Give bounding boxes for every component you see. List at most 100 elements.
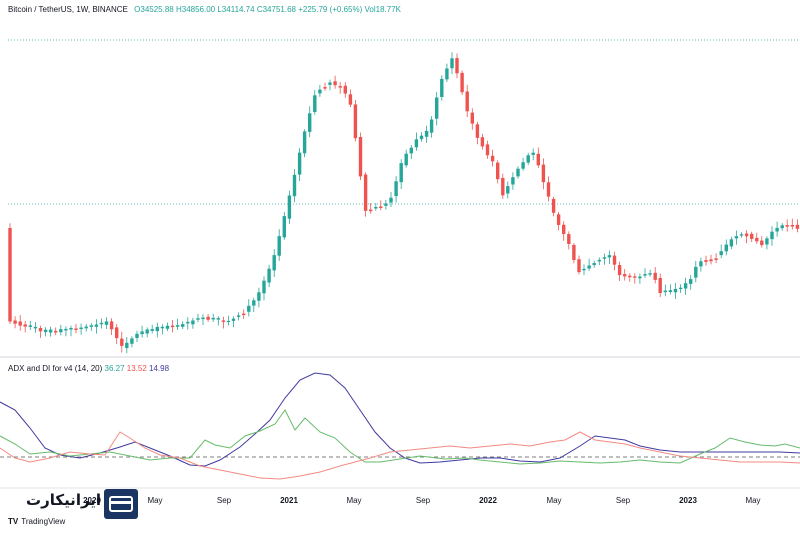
candle bbox=[668, 284, 673, 295]
candle-body bbox=[353, 104, 358, 139]
candle bbox=[658, 273, 662, 298]
candle bbox=[450, 52, 454, 74]
candle bbox=[536, 147, 540, 169]
adx-series-line bbox=[0, 372, 800, 467]
candle bbox=[617, 261, 622, 281]
candle-body bbox=[267, 268, 271, 283]
candle-body bbox=[724, 244, 728, 252]
candle-body bbox=[419, 135, 424, 140]
tradingview-label: TradingView bbox=[21, 517, 66, 526]
candle-body bbox=[120, 338, 124, 346]
candle bbox=[181, 321, 185, 329]
candle-body bbox=[313, 95, 317, 112]
candle-body bbox=[592, 263, 596, 265]
candle-body bbox=[694, 266, 698, 278]
candle bbox=[54, 327, 58, 336]
candle bbox=[8, 223, 12, 324]
candle bbox=[226, 315, 231, 326]
candle bbox=[247, 299, 251, 317]
candle-body bbox=[231, 318, 236, 321]
candle-body bbox=[531, 152, 535, 155]
ohlc-high: H34856.00 bbox=[175, 5, 216, 14]
candle bbox=[562, 221, 566, 241]
candle-body bbox=[160, 326, 165, 329]
candle bbox=[328, 79, 332, 91]
candle bbox=[709, 254, 713, 265]
candle-body bbox=[536, 153, 540, 166]
candle-body bbox=[511, 177, 515, 185]
candle-body bbox=[18, 321, 22, 326]
candle bbox=[125, 337, 129, 354]
candle-body bbox=[414, 139, 419, 148]
candle-body bbox=[526, 155, 530, 163]
ohlc-open: O34525.88 bbox=[134, 5, 174, 14]
candle-body bbox=[338, 86, 342, 88]
candle bbox=[150, 324, 154, 334]
candle bbox=[318, 84, 322, 97]
candle-body bbox=[374, 207, 378, 209]
candle bbox=[313, 89, 317, 115]
candle bbox=[302, 129, 307, 158]
candle bbox=[673, 282, 678, 299]
candle-body bbox=[750, 233, 754, 239]
candle-body bbox=[648, 273, 652, 275]
candle bbox=[785, 219, 789, 232]
candle-body bbox=[506, 186, 510, 194]
candle-body bbox=[140, 331, 144, 335]
candle bbox=[287, 190, 292, 224]
candle-body bbox=[262, 280, 266, 294]
candle-body bbox=[277, 236, 281, 256]
candle-body bbox=[760, 240, 764, 246]
candle bbox=[165, 322, 170, 331]
candle-body bbox=[485, 144, 490, 156]
candle bbox=[201, 314, 205, 325]
candle bbox=[678, 284, 683, 293]
candle bbox=[546, 176, 551, 202]
candle bbox=[612, 251, 617, 271]
candle bbox=[587, 258, 591, 271]
candle bbox=[435, 91, 439, 126]
price-change: +225.79 (+0.65%) bbox=[298, 5, 363, 14]
candle-body bbox=[704, 260, 708, 262]
candle-body bbox=[242, 313, 246, 316]
candle-body bbox=[744, 233, 749, 237]
candle-body bbox=[170, 325, 175, 328]
candle-body bbox=[689, 279, 693, 284]
candle bbox=[501, 173, 505, 199]
candle-body bbox=[597, 259, 601, 262]
candle-body bbox=[404, 153, 408, 166]
candle-body bbox=[135, 333, 139, 338]
candle-body bbox=[348, 94, 353, 105]
candle bbox=[744, 230, 749, 244]
candle bbox=[18, 315, 22, 331]
candle-body bbox=[450, 58, 454, 69]
candle bbox=[231, 316, 236, 328]
candle-body bbox=[236, 315, 241, 317]
candle bbox=[704, 255, 708, 266]
candle bbox=[597, 257, 601, 266]
candle bbox=[582, 264, 586, 275]
candle bbox=[643, 268, 647, 278]
time-axis-label: Sep bbox=[415, 496, 431, 505]
candle-body bbox=[551, 198, 556, 213]
candle-body bbox=[612, 255, 617, 265]
plus-di-series-line bbox=[0, 409, 800, 465]
candle-body bbox=[28, 325, 32, 327]
time-axis-label: 2023 bbox=[679, 496, 697, 505]
candle bbox=[333, 75, 337, 89]
candle-body bbox=[94, 324, 99, 327]
time-axis-label: Sep bbox=[216, 496, 232, 505]
candle-body bbox=[389, 197, 393, 203]
candle-body bbox=[556, 214, 561, 225]
candle bbox=[140, 325, 144, 338]
candle bbox=[196, 313, 200, 323]
candle-body bbox=[13, 320, 17, 324]
candle bbox=[297, 148, 302, 181]
candle bbox=[648, 269, 652, 277]
candle-body bbox=[292, 174, 297, 197]
candle bbox=[252, 297, 256, 313]
candle bbox=[592, 260, 596, 268]
candle bbox=[496, 160, 500, 184]
